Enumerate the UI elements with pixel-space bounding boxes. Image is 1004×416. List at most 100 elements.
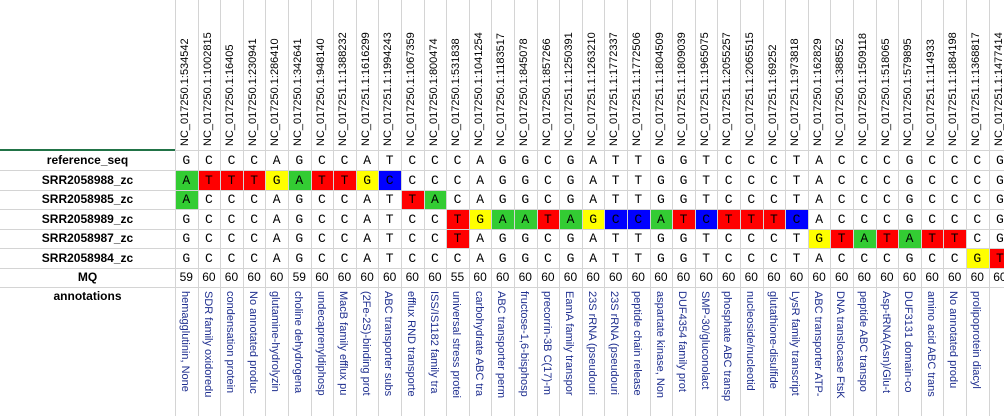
row-label-mq[interactable]: MQ: [77, 270, 98, 284]
sample-base-cell[interactable]: C: [860, 212, 869, 227]
annotation-cell[interactable]: aspartate kinase, Non: [653, 291, 666, 399]
sample-base-cell[interactable]: C: [950, 212, 959, 227]
sample-base-cell[interactable]: C: [227, 231, 236, 246]
column-header[interactable]: NC_017250.1:531838: [450, 38, 463, 146]
sample-base-cell[interactable]: C: [204, 251, 213, 266]
sample-base-cell[interactable]: C: [453, 251, 462, 266]
sample-base-cell[interactable]: T: [634, 173, 643, 188]
column-header[interactable]: NC_017251.1:1616299: [359, 32, 372, 146]
sample-base-cell[interactable]: C: [837, 251, 846, 266]
column-header[interactable]: NC_017251.1:2065515: [744, 32, 756, 146]
annotation-cell[interactable]: DUF4354 family prot: [676, 291, 689, 392]
row-label-sample-3[interactable]: SRR2058989_zc: [41, 212, 134, 226]
sample-base-cell[interactable]: G: [905, 251, 914, 266]
column-header[interactable]: NC_017251.1:1804509: [653, 32, 666, 146]
sample-base-cell[interactable]: G: [295, 231, 304, 246]
row-label-sample-2[interactable]: SRR2058985_zc: [41, 192, 134, 206]
mq-value-cell[interactable]: 60: [473, 270, 487, 284]
column-header[interactable]: NC_017251.1:1809039: [676, 32, 689, 146]
sample-base-cell[interactable]: C: [317, 231, 326, 246]
sample-base-cell[interactable]: A: [363, 212, 371, 227]
sample-base-cell[interactable]: A: [898, 229, 921, 248]
sample-base-cell[interactable]: G: [656, 173, 665, 188]
reference-base-cell[interactable]: C: [227, 153, 236, 168]
mq-value-cell[interactable]: 60: [880, 270, 894, 284]
sample-base-cell[interactable]: G: [295, 192, 304, 207]
sample-base-cell[interactable]: C: [724, 251, 733, 266]
sample-base-cell[interactable]: T: [634, 192, 643, 207]
reference-base-cell[interactable]: G: [498, 153, 507, 168]
sample-base-cell[interactable]: A: [815, 192, 823, 207]
sample-base-cell[interactable]: A: [272, 231, 281, 246]
mq-value-cell[interactable]: 59: [179, 270, 193, 284]
reference-base-cell[interactable]: C: [747, 153, 756, 168]
sample-base-cell[interactable]: C: [882, 192, 891, 207]
mq-value-cell[interactable]: 60: [247, 270, 261, 284]
reference-base-cell[interactable]: G: [521, 153, 530, 168]
sample-base-cell[interactable]: C: [408, 251, 417, 266]
column-header[interactable]: NC_017251.1:1772337: [608, 32, 621, 146]
column-header[interactable]: NC_017250.1:342641: [292, 38, 304, 146]
reference-base-cell[interactable]: C: [769, 153, 778, 168]
reference-base-cell[interactable]: G: [295, 153, 304, 168]
reference-base-cell[interactable]: A: [815, 153, 823, 168]
sample-base-cell[interactable]: C: [724, 173, 733, 188]
sample-base-cell[interactable]: A: [175, 171, 198, 190]
sample-base-cell[interactable]: C: [408, 173, 417, 188]
sample-base-cell[interactable]: A: [476, 192, 484, 207]
sample-base-cell[interactable]: T: [792, 192, 801, 207]
sample-base-cell[interactable]: A: [272, 192, 281, 207]
sample-base-cell[interactable]: G: [182, 231, 191, 246]
column-header[interactable]: NC_017250.1:1041254: [472, 32, 485, 146]
sample-base-cell[interactable]: G: [295, 251, 304, 266]
sample-base-cell[interactable]: C: [340, 231, 349, 246]
reference-base-cell[interactable]: T: [611, 153, 620, 168]
sample-base-cell[interactable]: G: [995, 212, 1004, 227]
sample-base-cell[interactable]: A: [288, 171, 311, 190]
reference-base-cell[interactable]: C: [882, 153, 891, 168]
column-header[interactable]: NC_017250.1:388552: [834, 38, 847, 146]
sample-base-cell[interactable]: C: [543, 173, 552, 188]
sample-base-cell[interactable]: T: [385, 192, 394, 207]
annotation-cell[interactable]: LysR family transcript: [789, 291, 802, 396]
annotation-cell[interactable]: choline dehydrogena: [292, 291, 304, 394]
reference-base-cell[interactable]: C: [860, 153, 869, 168]
reference-base-cell[interactable]: G: [566, 153, 575, 168]
mq-value-cell[interactable]: 60: [518, 270, 532, 284]
sample-base-cell[interactable]: G: [521, 231, 530, 246]
reference-base-cell[interactable]: C: [724, 153, 733, 168]
mq-value-cell[interactable]: 60: [699, 270, 713, 284]
sample-base-cell[interactable]: A: [363, 192, 371, 207]
column-header[interactable]: NC_017251.1:1263210: [585, 32, 598, 146]
reference-base-cell[interactable]: T: [702, 153, 710, 168]
sample-base-cell[interactable]: C: [950, 173, 959, 188]
sample-base-cell[interactable]: C: [627, 210, 650, 229]
annotation-cell[interactable]: carbohydrate ABC tra: [472, 291, 485, 397]
sample-base-cell[interactable]: C: [453, 192, 462, 207]
mq-value-cell[interactable]: 60: [722, 270, 736, 284]
sample-base-cell[interactable]: T: [792, 231, 801, 246]
sample-base-cell[interactable]: T: [220, 171, 243, 190]
sample-base-cell[interactable]: G: [581, 210, 605, 229]
sample-base-cell[interactable]: C: [408, 212, 417, 227]
column-header[interactable]: NC_017251.1:1250391: [563, 32, 576, 146]
sample-base-cell[interactable]: A: [514, 210, 537, 229]
sample-base-cell[interactable]: C: [973, 173, 982, 188]
sample-base-cell[interactable]: T: [634, 251, 643, 266]
sample-base-cell[interactable]: A: [476, 173, 484, 188]
sample-base-cell[interactable]: C: [317, 192, 326, 207]
column-header[interactable]: NC_017250.1:1509118: [857, 33, 869, 146]
sample-base-cell[interactable]: A: [476, 231, 484, 246]
column-header[interactable]: NC_017250.1:845078: [518, 38, 530, 146]
sample-base-cell[interactable]: G: [521, 173, 530, 188]
reference-base-cell[interactable]: C: [928, 153, 936, 168]
annotation-cell[interactable]: peptide ABC transpo: [857, 291, 869, 392]
sample-base-cell[interactable]: C: [408, 231, 417, 246]
reference-base-cell[interactable]: C: [973, 153, 982, 168]
sample-base-cell[interactable]: C: [250, 212, 258, 227]
annotation-cell[interactable]: hemagglutinin, None: [179, 291, 191, 392]
sample-base-cell[interactable]: T: [792, 173, 801, 188]
reference-base-cell[interactable]: C: [317, 153, 326, 168]
row-label-reference[interactable]: reference_seq: [46, 153, 129, 167]
sample-base-cell[interactable]: T: [197, 171, 221, 190]
